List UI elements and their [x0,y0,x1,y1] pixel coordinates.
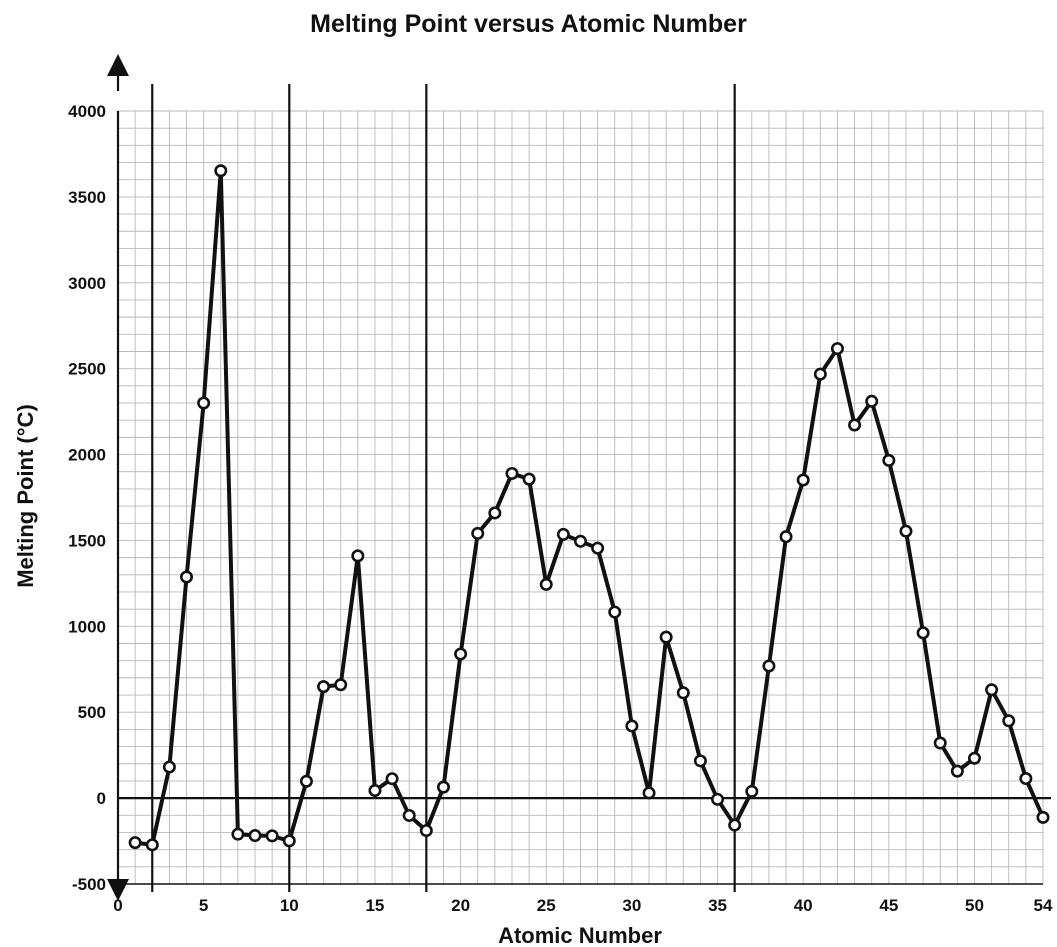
y-tick-label: -500 [72,875,106,894]
data-point [1002,714,1016,728]
data-point [573,534,587,548]
data-point [214,164,228,178]
period-boundary-lines [151,84,736,892]
data-point [693,754,707,768]
data-point [368,784,382,798]
data-point [488,506,502,520]
data-point [419,824,433,838]
data-point [180,570,194,584]
data-point [865,394,879,408]
data-point [967,751,981,765]
y-tick-label: 1500 [68,531,106,550]
data-point [762,659,776,673]
x-tick-label: 35 [708,896,727,915]
data-point [299,774,313,788]
y-tick-label: 3500 [68,188,106,207]
data-point [985,683,999,697]
data-point [830,342,844,356]
data-point [916,626,930,640]
data-point [796,473,810,487]
x-tick-label: 25 [537,896,556,915]
y-tick-label: 1000 [68,617,106,636]
data-series [128,164,1050,852]
data-point [265,829,279,843]
data-point [813,367,827,381]
data-point [899,524,913,538]
x-tick-label: 40 [794,896,813,915]
data-point [711,792,725,806]
data-point [334,678,348,692]
data-point [471,526,485,540]
y-tick-label: 0 [97,789,106,808]
data-point [642,786,656,800]
y-tick-label: 3000 [68,274,106,293]
data-point [745,784,759,798]
tick-labels: 0 5 10 15 20 25 30 35 40 45 50 54 -500 0 500 1000 1500 20… [68,102,1053,915]
y-tick-label: 500 [78,703,106,722]
y-tick-label: 2500 [68,360,106,379]
x-tick-label: 30 [622,896,641,915]
y-tick-label: 4000 [68,102,106,121]
data-point [282,834,296,848]
data-point [625,719,639,733]
x-tick-label: 45 [879,896,898,915]
data-point [248,829,262,843]
data-point [1019,772,1033,786]
x-tick-label: 0 [113,896,122,915]
x-tick-label: 5 [199,896,208,915]
y-axis-label: Melting Point (°C) [13,404,38,588]
axes [107,54,1051,901]
data-point [728,818,742,832]
data-point [128,836,142,850]
chart-title: Melting Point versus Atomic Number [310,10,747,38]
data-point [779,530,793,544]
x-tick-label: 20 [451,896,470,915]
y-tick-label: 2000 [68,446,106,465]
data-point [676,686,690,700]
data-point [197,396,211,410]
data-point [162,760,176,774]
data-point [608,605,622,619]
data-point [848,418,862,432]
data-point [659,630,673,644]
data-point [522,472,536,486]
series-line [134,168,1045,847]
data-point [1036,810,1050,824]
x-tick-label: 15 [365,896,384,915]
x-tick-label: 50 [965,896,984,915]
data-point [933,736,947,750]
data-point [591,541,605,555]
data-point [231,827,245,841]
data-point [882,453,896,467]
data-point [145,838,159,852]
x-tick-label: 54 [1034,896,1053,915]
data-point [556,527,570,541]
data-point [539,577,553,591]
data-point [351,549,365,563]
data-point [454,647,468,661]
x-axis-label: Atomic Number [498,923,662,947]
grid-lines [117,110,1044,885]
data-point [402,808,416,822]
data-point [385,772,399,786]
x-tick-label: 10 [280,896,299,915]
data-point [950,764,964,778]
data-point [317,680,331,694]
data-point [505,466,519,480]
data-point [436,780,450,794]
